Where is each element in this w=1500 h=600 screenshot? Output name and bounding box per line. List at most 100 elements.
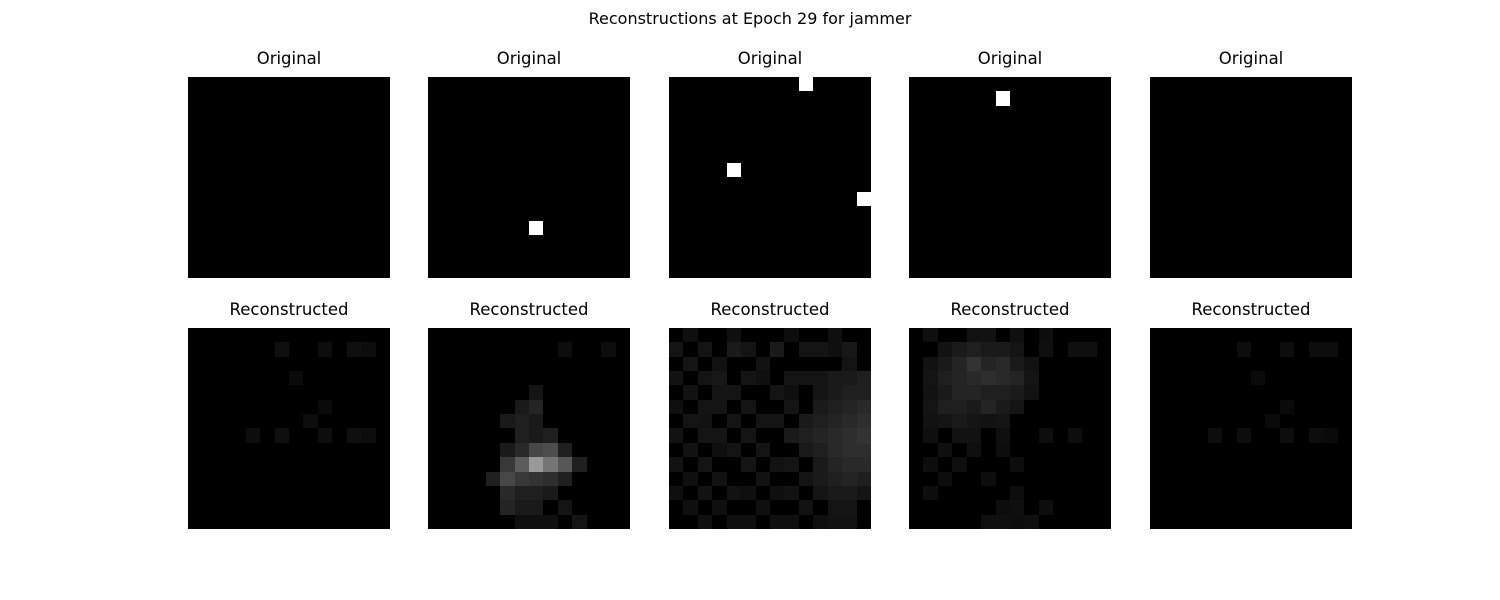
- heatmap-cell: [1024, 371, 1039, 386]
- heatmap-cell: [601, 342, 616, 357]
- heatmap-cell: [1082, 342, 1097, 357]
- heatmap-cell: [245, 428, 261, 443]
- heatmap-cell: [981, 399, 996, 415]
- heatmap-image: [1150, 77, 1352, 278]
- heatmap-cell: [798, 428, 814, 443]
- heatmap-cell: [500, 500, 515, 515]
- heatmap-cell: [923, 428, 938, 443]
- heatmap-cell: [798, 342, 814, 357]
- heatmap-cell: [303, 414, 318, 429]
- heatmap-cell: [726, 514, 742, 529]
- heatmap-cell: [1279, 399, 1295, 415]
- heatmap-cell: [572, 457, 587, 472]
- heatmap-cell: [755, 371, 770, 386]
- heatmap-cell: [741, 399, 756, 415]
- heatmap-cell: [683, 442, 698, 458]
- heatmap-cell: [813, 399, 828, 415]
- heatmap-cell: [842, 385, 857, 400]
- heatmap-cell: [995, 91, 1010, 106]
- heatmap-cell: [500, 414, 515, 429]
- heatmap-cell: [514, 428, 529, 443]
- heatmap-cell: [514, 514, 529, 529]
- heatmap-cell: [923, 328, 938, 343]
- heatmap-cell: [952, 414, 967, 429]
- heatmap-cell: [514, 442, 529, 458]
- heatmap-cell: [842, 356, 857, 372]
- heatmap-cell: [856, 385, 871, 400]
- heatmap-cell: [712, 399, 727, 415]
- heatmap-cell: [784, 428, 799, 443]
- heatmap-cell: [1024, 385, 1039, 400]
- heatmap-cell: [952, 385, 967, 400]
- heatmap-cell: [1010, 342, 1025, 357]
- heatmap-cell: [529, 220, 544, 235]
- heatmap-cell: [937, 399, 953, 415]
- heatmap-cell: [784, 328, 799, 343]
- heatmap-cell: [952, 457, 967, 472]
- heatmap-cell: [784, 485, 799, 501]
- heatmap-cell: [514, 500, 529, 515]
- heatmap-cell: [856, 191, 871, 207]
- heatmap-cell: [798, 442, 814, 458]
- heatmap-cell: [317, 428, 333, 443]
- heatmap-cell: [669, 399, 684, 415]
- heatmap-cell: [923, 385, 938, 400]
- heatmap-cell: [966, 356, 982, 372]
- heatmap-cell: [798, 77, 814, 92]
- heatmap-cell: [346, 342, 362, 357]
- figure-title: Reconstructions at Epoch 29 for jammer: [588, 9, 912, 28]
- heatmap-cell: [981, 356, 996, 372]
- heatmap-cell: [842, 485, 857, 501]
- heatmap-cell: [813, 385, 828, 400]
- heatmap-cell: [770, 385, 785, 400]
- heatmap-cell: [557, 457, 573, 472]
- heatmap-cell: [798, 471, 814, 486]
- heatmap-cell: [827, 500, 843, 515]
- heatmap-image: [669, 77, 871, 278]
- heatmap-cell: [937, 342, 953, 357]
- heatmap-cell: [1207, 428, 1223, 443]
- heatmap-cell: [712, 371, 727, 386]
- heatmap-cell: [1010, 371, 1025, 386]
- heatmap-cell: [669, 457, 684, 472]
- heatmap-cell: [1323, 342, 1338, 357]
- heatmap-cell: [770, 414, 785, 429]
- heatmap-cell: [827, 328, 843, 343]
- heatmap-cell: [1010, 485, 1025, 501]
- heatmap-cell: [813, 414, 828, 429]
- heatmap-cell: [317, 342, 333, 357]
- heatmap-cell: [966, 442, 982, 458]
- heatmap-cell: [937, 371, 953, 386]
- heatmap-cell: [741, 342, 756, 357]
- heatmap-cell: [856, 442, 871, 458]
- heatmap-cell: [798, 414, 814, 429]
- heatmap-cell: [966, 414, 982, 429]
- heatmap-cell: [952, 342, 967, 357]
- heatmap-cell: [952, 428, 967, 443]
- heatmap-cell: [514, 399, 529, 415]
- heatmap-cell: [981, 514, 996, 529]
- heatmap-cell: [784, 371, 799, 386]
- heatmap-cell: [952, 371, 967, 386]
- heatmap-cell: [697, 428, 713, 443]
- heatmap-image: [909, 328, 1111, 529]
- heatmap-cell: [346, 428, 362, 443]
- heatmap-cell: [1010, 328, 1025, 343]
- heatmap-cell: [514, 485, 529, 501]
- panel-title: Reconstructed: [229, 300, 349, 319]
- heatmap-cell: [1038, 428, 1054, 443]
- heatmap-cell: [784, 514, 799, 529]
- heatmap-cell: [813, 485, 828, 501]
- heatmap-cell: [1010, 457, 1025, 472]
- heatmap-cell: [543, 514, 558, 529]
- heatmap-cell: [842, 514, 857, 529]
- heatmap-cell: [1308, 428, 1324, 443]
- heatmap-cell: [529, 385, 544, 400]
- heatmap-cell: [726, 385, 742, 400]
- heatmap-cell: [995, 442, 1010, 458]
- heatmap-cell: [697, 485, 713, 501]
- heatmap-cell: [697, 371, 713, 386]
- heatmap-cell: [937, 356, 953, 372]
- heatmap-cell: [827, 371, 843, 386]
- heatmap-cell: [683, 328, 698, 343]
